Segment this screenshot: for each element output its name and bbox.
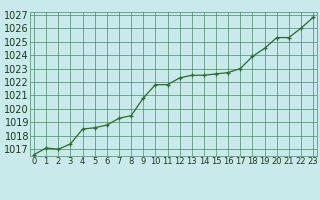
- Text: Graphe pression niveau de la mer (hPa): Graphe pression niveau de la mer (hPa): [32, 185, 288, 195]
